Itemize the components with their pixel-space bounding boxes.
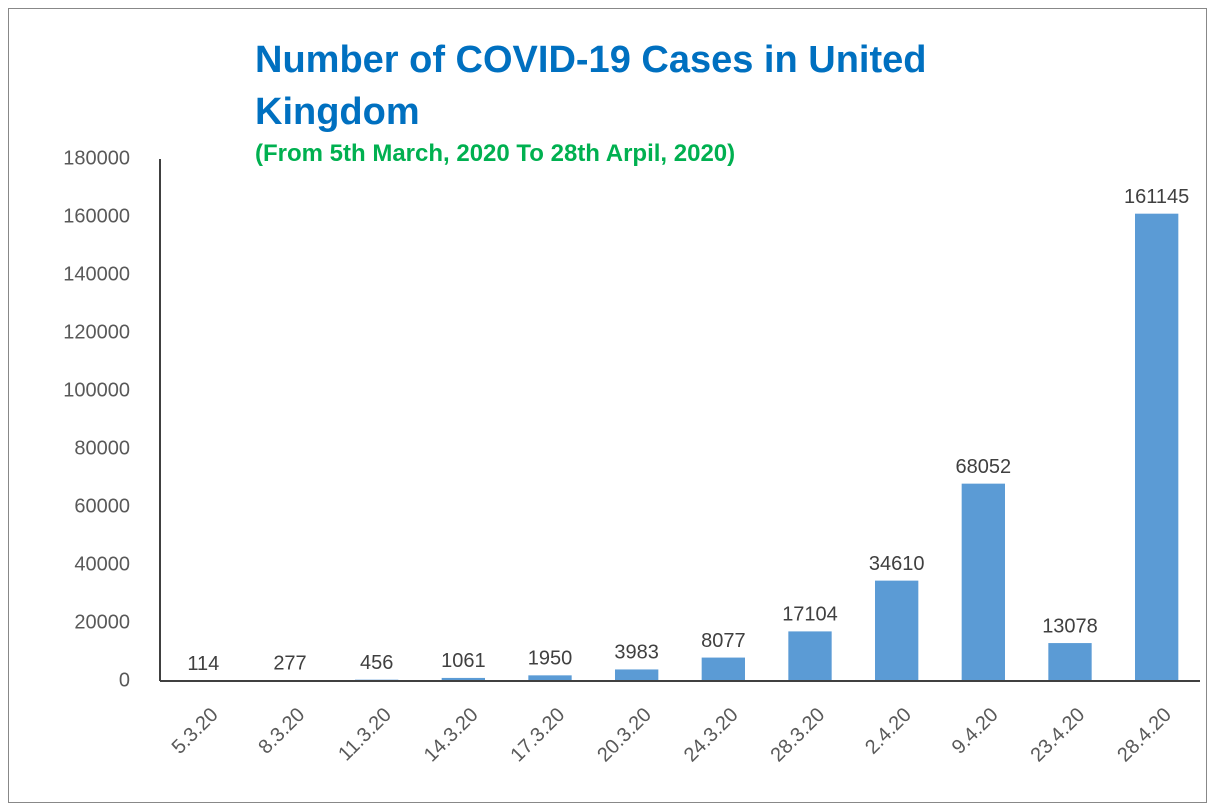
data-label: 1950: [528, 648, 573, 670]
data-label: 1061: [441, 650, 486, 672]
x-tick-label: 20.3.20: [593, 704, 656, 767]
y-tick-label: 0: [119, 669, 130, 691]
bar: [961, 483, 1005, 681]
bar: [875, 580, 919, 681]
x-tick-label: 8.3.20: [254, 704, 309, 759]
x-tick-label: 5.3.20: [168, 704, 223, 759]
y-tick-label: 40000: [74, 553, 130, 575]
bar: [441, 677, 485, 681]
y-tick-label: 60000: [74, 495, 130, 517]
x-tick-label: 24.3.20: [680, 704, 743, 767]
data-label: 34610: [869, 553, 925, 575]
x-tick-label: 14.3.20: [420, 704, 483, 767]
x-tick-label: 28.4.20: [1113, 704, 1176, 767]
frame: [8, 8, 1207, 803]
data-label: 17104: [782, 604, 838, 626]
data-label: 456: [360, 652, 393, 674]
y-tick-label: 120000: [63, 321, 130, 343]
data-label: 277: [273, 652, 306, 674]
x-tick-label: 2.4.20: [861, 704, 916, 759]
y-tick-label: 80000: [74, 437, 130, 459]
y-tick-label: 160000: [63, 205, 130, 227]
y-tick-label: 100000: [63, 379, 130, 401]
chart-title: Number of COVID-19 Cases in United Kingd…: [255, 39, 927, 133]
x-tick-label: 17.3.20: [507, 704, 570, 767]
data-label: 114: [187, 653, 219, 675]
data-label: 13078: [1042, 615, 1098, 637]
x-tick-label: 23.4.20: [1027, 704, 1090, 767]
bar: [701, 657, 745, 681]
y-tick-label: 180000: [63, 147, 130, 169]
data-label: 3983: [614, 642, 659, 664]
bar: [528, 675, 572, 681]
chart-subtitle: (From 5th March, 2020 To 28th Arpil, 202…: [255, 140, 736, 167]
x-tick-label: 28.3.20: [767, 704, 830, 767]
bar: [615, 669, 659, 681]
bar: [1135, 213, 1179, 681]
data-label: 8077: [701, 630, 746, 652]
y-tick-label: 140000: [63, 263, 130, 285]
y-tick-label: 20000: [74, 611, 130, 633]
data-label: 68052: [956, 456, 1012, 478]
bar: [788, 631, 832, 681]
x-tick-label: 9.4.20: [948, 704, 1003, 759]
data-label: 161145: [1124, 186, 1189, 208]
x-tick-label: 11.3.20: [334, 704, 396, 766]
bar: [1048, 643, 1092, 681]
